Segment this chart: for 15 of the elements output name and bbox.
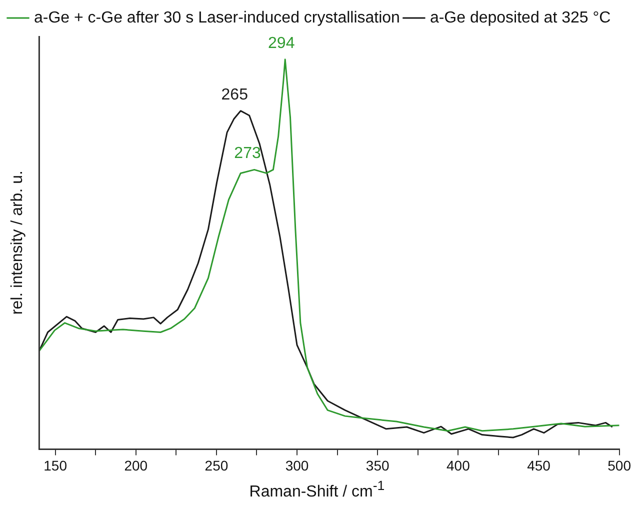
x-tick-label: 450 (527, 457, 551, 474)
legend-label: a-Ge deposited at 325 °C (430, 9, 611, 26)
annotation: 273 (234, 145, 261, 162)
annotation: 294 (268, 34, 295, 52)
x-tick-label: 150 (44, 457, 68, 474)
x-tick-label: 350 (366, 457, 390, 474)
x-tick-label: 500 (608, 457, 632, 474)
x-tick-label: 250 (204, 457, 228, 474)
x-axis-title: Raman-Shift / cm$^{-1}$ (248, 478, 386, 502)
x-tick-label: 400 (446, 457, 470, 474)
y-axis-title: rel. intensity / arb. u. (9, 170, 26, 315)
x-tick-label: 300 (285, 457, 309, 474)
annotation: 265 (221, 86, 248, 104)
x-tick-label: 200 (124, 457, 148, 474)
legend-label: a-Ge + c-Ge after 30 s Laser-induced crystallisation (34, 9, 400, 26)
